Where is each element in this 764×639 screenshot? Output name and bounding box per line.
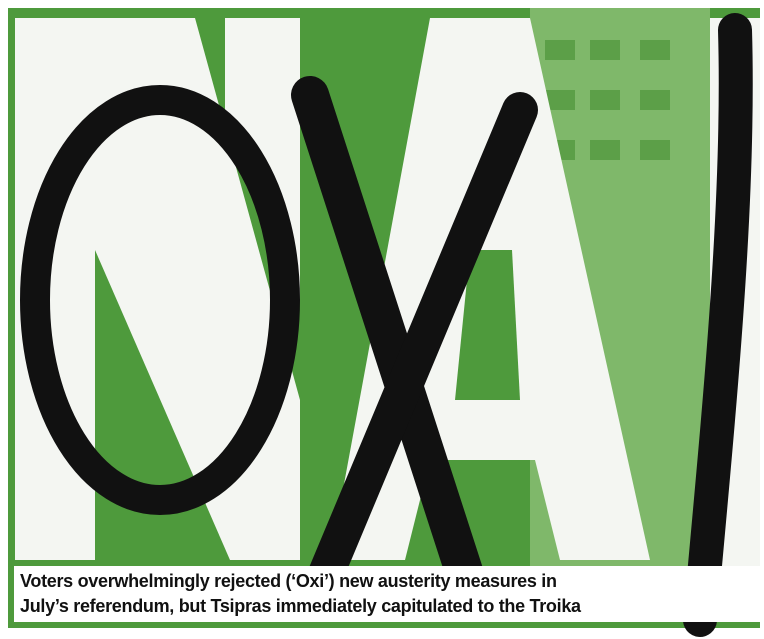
caption-box: Voters overwhelmingly rejected (‘Oxi’) n… (14, 566, 760, 622)
building-windows (545, 40, 670, 160)
photo (0, 0, 764, 639)
page: Voters overwhelmingly rejected (‘Oxi’) n… (0, 0, 764, 639)
caption-line: July’s referendum, but Tsipras immediate… (20, 594, 754, 619)
caption-line: Voters overwhelmingly rejected (‘Oxi’) n… (20, 569, 754, 594)
